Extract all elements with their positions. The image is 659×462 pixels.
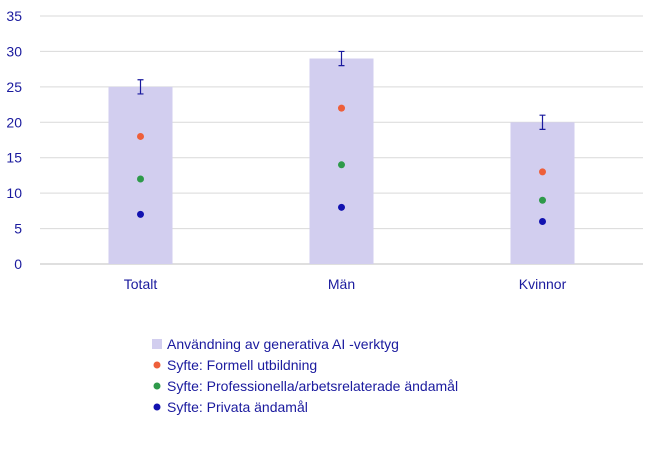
x-category-label: Totalt	[124, 276, 158, 292]
x-category-label: Män	[328, 276, 355, 292]
legend-marker	[153, 382, 161, 390]
data-point	[137, 175, 144, 183]
y-tick-label: 30	[6, 43, 22, 59]
bar	[108, 86, 173, 264]
y-tick-label: 35	[6, 8, 22, 24]
legend-label: Syfte: Professionella/arbetsrelaterade ä…	[167, 378, 458, 394]
data-point	[338, 161, 345, 169]
data-point	[539, 196, 546, 204]
y-tick-label: 25	[6, 79, 22, 95]
bar	[309, 58, 374, 265]
data-point	[338, 104, 345, 112]
y-tick-label: 0	[14, 256, 22, 272]
data-point	[137, 132, 144, 140]
legend-marker	[153, 403, 161, 411]
error-bar	[539, 114, 546, 130]
legend-label: Syfte: Formell utbildning	[167, 357, 317, 373]
y-tick-label: 10	[6, 185, 22, 201]
y-tick-label: 20	[6, 114, 22, 130]
error-bar	[137, 79, 144, 95]
y-tick-label: 15	[6, 150, 22, 166]
data-point	[338, 203, 345, 211]
y-axis-tick-labels: 0 5 10 15 20 25 30 35	[6, 8, 22, 272]
legend-label: Användning av generativa AI -verktyg	[167, 336, 399, 352]
error-bars	[137, 50, 546, 130]
legend-label: Syfte: Privata ändamål	[167, 399, 308, 415]
bars	[108, 58, 575, 265]
legend-swatch	[152, 339, 162, 349]
bar	[510, 122, 575, 265]
legend: Användning av generativa AI -verktyg Syft…	[152, 336, 458, 415]
data-point	[539, 217, 546, 225]
x-axis-category-labels: Totalt Män Kvinnor	[124, 276, 567, 292]
x-category-label: Kvinnor	[519, 276, 567, 292]
error-bar	[338, 50, 345, 67]
data-point	[137, 210, 144, 218]
points	[137, 104, 546, 225]
data-point	[539, 168, 546, 176]
y-tick-label: 5	[14, 221, 22, 237]
legend-marker	[153, 361, 161, 369]
